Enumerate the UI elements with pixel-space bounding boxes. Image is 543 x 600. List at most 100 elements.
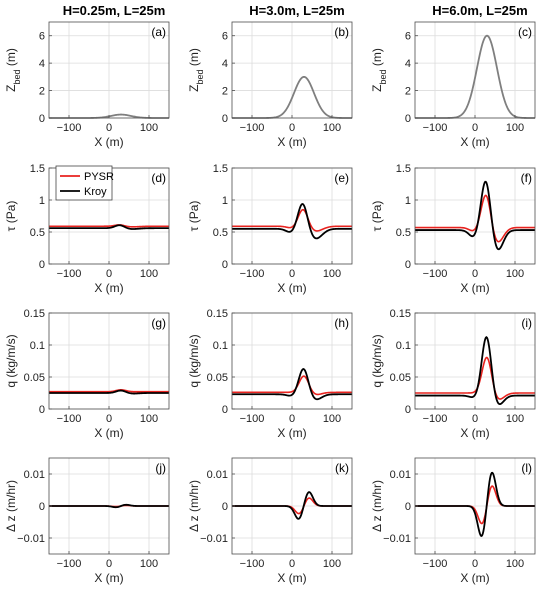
y-tick-label: 0 (39, 259, 45, 271)
series-line-kroy (415, 180, 535, 251)
x-tick-label: −100 (240, 268, 265, 280)
series-line-kroy (232, 203, 352, 240)
y-tick-label: −0.01 (200, 533, 228, 545)
y-axis-label: q (kg/m/s) (370, 334, 384, 387)
panel-label: (g) (151, 316, 166, 330)
x-tick-label: 100 (323, 558, 341, 570)
x-tick-label: 100 (323, 122, 341, 134)
x-tick-label: 100 (140, 558, 158, 570)
x-tick-label: 0 (106, 122, 112, 134)
x-tick-label: 0 (289, 268, 295, 280)
x-axis-label: X (m) (277, 135, 306, 149)
x-tick-label: −100 (57, 122, 82, 134)
x-tick-label: −100 (57, 413, 82, 425)
x-tick-label: 0 (289, 558, 295, 570)
y-tick-label: 0 (405, 113, 411, 125)
y-tick-label: 0.15 (390, 308, 411, 320)
x-tick-label: −100 (57, 268, 82, 280)
panel-a: −100 0 100 0 2 4 6 X (m) Zbed (m) (a) (4, 21, 170, 149)
y-tick-label: 4 (222, 58, 228, 70)
x-tick-label: −100 (423, 413, 448, 425)
panel-label: (i) (521, 316, 532, 330)
y-tick-label: 6 (405, 31, 411, 43)
y-tick-label: 0 (405, 404, 411, 416)
panel-label: (c) (518, 25, 532, 39)
panel-k: −100 0 100 −0.01 0 0.01 X (m) Δ z (m/hr) (k) (187, 457, 353, 585)
column-title-1: H=0.25m, L=25m (63, 3, 166, 18)
series-line-kroy (49, 503, 169, 509)
y-tick-label: 0.01 (24, 469, 45, 481)
series-line-kroy (232, 368, 352, 401)
panel-label: (k) (335, 461, 349, 475)
series-line-pysr (415, 194, 535, 243)
x-tick-label: 0 (472, 413, 478, 425)
series-line-kroy (49, 224, 169, 230)
x-tick-label: 0 (289, 122, 295, 134)
panel-label: (h) (334, 316, 349, 330)
y-tick-label: 0 (39, 113, 45, 125)
x-tick-label: 100 (323, 268, 341, 280)
panel-label: (l) (521, 461, 532, 475)
x-tick-label: −100 (57, 558, 82, 570)
y-tick-label: 1.5 (213, 163, 228, 175)
panel-f: −100 0 100 0 0.5 1 1.5 X (m) τ (Pa) (f) (370, 163, 536, 295)
y-tick-label: 0.15 (207, 308, 228, 320)
panel-h: −100 0 100 0 0.05 0.1 0.15 X (m) q (kg/m/s) (h) (187, 308, 353, 440)
y-tick-label: 0.15 (24, 308, 45, 320)
y-tick-label: 0.5 (396, 227, 411, 239)
x-tick-label: −100 (423, 122, 448, 134)
y-tick-label: 0.05 (390, 372, 411, 384)
panel-label: (j) (155, 461, 166, 475)
legend-label-kroy: Kroy (84, 186, 107, 198)
x-tick-label: 100 (140, 413, 158, 425)
x-axis-label: X (m) (277, 426, 306, 440)
y-tick-label: 2 (405, 86, 411, 98)
x-axis-label: X (m) (94, 281, 123, 295)
x-axis-label: X (m) (94, 571, 123, 585)
y-tick-label: 2 (39, 86, 45, 98)
y-axis-label: Zbed (m) (4, 48, 22, 92)
y-tick-label: 0.1 (213, 340, 228, 352)
y-tick-label: 4 (405, 58, 411, 70)
y-tick-label: 1 (222, 195, 228, 207)
y-axis-label: τ (Pa) (4, 201, 18, 232)
y-tick-label: 0.05 (24, 372, 45, 384)
x-tick-label: 100 (506, 122, 524, 134)
x-axis-label: X (m) (460, 426, 489, 440)
y-tick-label: 6 (222, 31, 228, 43)
x-tick-label: −100 (240, 413, 265, 425)
legend-box (55, 165, 113, 201)
y-tick-label: −0.01 (17, 533, 45, 545)
series-line-pysr (232, 375, 352, 396)
y-axis-label: Zbed (m) (370, 48, 388, 92)
panel-label: (e) (334, 171, 349, 185)
y-axis-label: Δ z (m/hr) (187, 480, 201, 532)
y-tick-label: 1 (39, 195, 45, 207)
y-axis-label: Δ z (m/hr) (4, 480, 18, 532)
x-axis-label: X (m) (277, 281, 306, 295)
series-line-pysr (415, 356, 535, 400)
y-tick-label: 0.5 (213, 227, 228, 239)
x-tick-label: 0 (472, 268, 478, 280)
panel-label: (b) (334, 25, 349, 39)
y-tick-label: 6 (39, 31, 45, 43)
panel-c: −100 0 100 0 2 4 6 X (m) Zbed (m) (c) (370, 21, 536, 149)
y-tick-label: 0 (222, 501, 228, 513)
x-tick-label: 100 (506, 413, 524, 425)
panel-label: (f) (521, 171, 532, 185)
y-tick-label: 0 (222, 259, 228, 271)
x-tick-label: 0 (106, 413, 112, 425)
x-tick-label: −100 (240, 122, 265, 134)
x-tick-label: −100 (240, 558, 265, 570)
legend: PYSR Kroy (55, 165, 114, 201)
panel-j: −100 0 100 −0.01 0 0.01 X (m) Δ z (m/hr) (j) (4, 457, 170, 585)
x-tick-label: −100 (423, 558, 448, 570)
x-axis-label: X (m) (94, 135, 123, 149)
x-tick-label: −100 (423, 268, 448, 280)
y-axis-label: q (kg/m/s) (4, 334, 18, 387)
y-tick-label: −0.01 (383, 533, 411, 545)
x-axis-label: X (m) (460, 281, 489, 295)
y-tick-label: 0 (405, 259, 411, 271)
y-tick-label: 0.1 (30, 340, 45, 352)
